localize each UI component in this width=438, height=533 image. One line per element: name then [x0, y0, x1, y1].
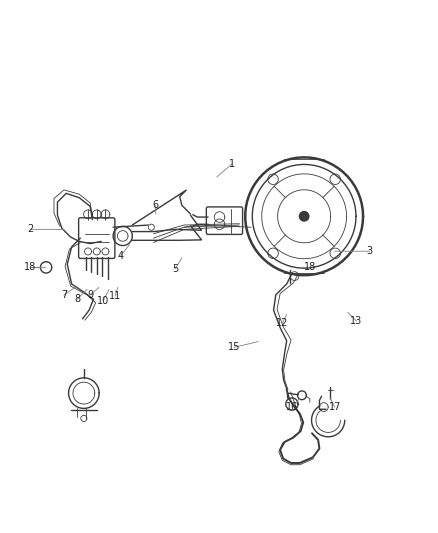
Text: 17: 17: [328, 402, 341, 412]
Text: 15: 15: [228, 342, 240, 352]
Circle shape: [300, 212, 309, 221]
Text: 18: 18: [24, 262, 36, 272]
Text: 16: 16: [286, 402, 298, 412]
Text: 8: 8: [74, 294, 80, 304]
Text: 13: 13: [350, 316, 363, 326]
Text: 9: 9: [87, 290, 93, 300]
Text: 4: 4: [118, 251, 124, 261]
Text: 7: 7: [61, 290, 67, 300]
Text: 12: 12: [276, 318, 289, 328]
Text: 10: 10: [97, 296, 110, 305]
Text: 2: 2: [27, 224, 34, 235]
Circle shape: [148, 224, 154, 230]
Text: 1: 1: [229, 159, 235, 169]
Text: 11: 11: [109, 291, 121, 301]
Text: 3: 3: [367, 246, 373, 256]
Text: 6: 6: [152, 200, 159, 211]
Text: 18: 18: [304, 262, 316, 272]
Text: 5: 5: [172, 264, 178, 273]
